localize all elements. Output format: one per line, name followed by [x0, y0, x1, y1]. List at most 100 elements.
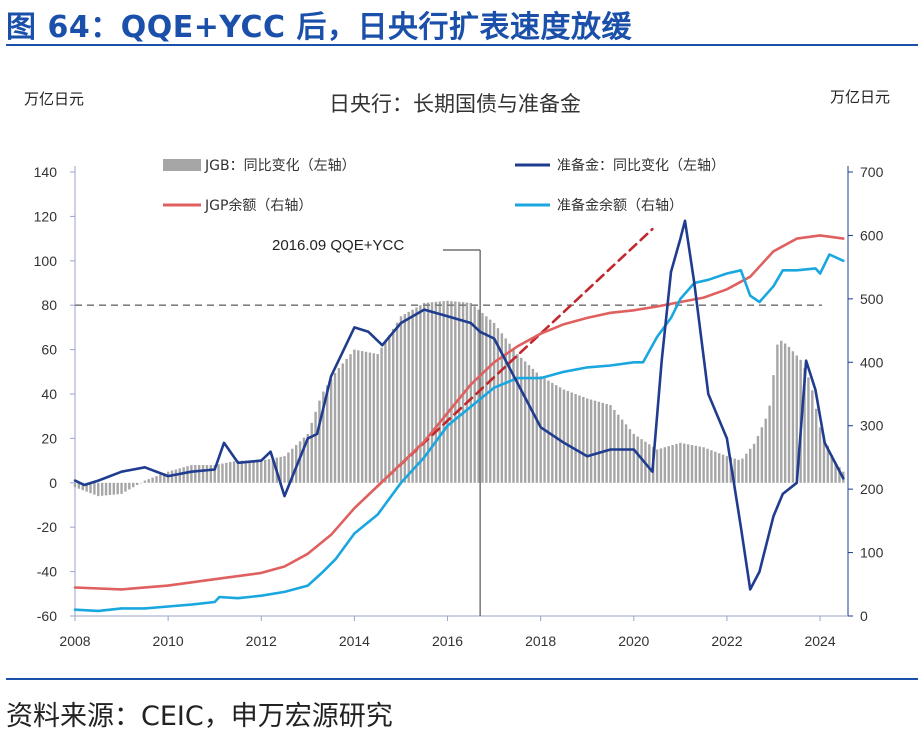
jgb-bar [496, 328, 500, 483]
jgb-bar [690, 445, 694, 483]
jgb-bar [477, 309, 480, 483]
x-tick-label: 2010 [153, 633, 184, 649]
jgb-bar [407, 311, 410, 483]
chart: 日央行：长期国债与准备金 万亿日元 万亿日元 -60 -40 -20 0 20 40 60 8… [24, 88, 890, 649]
jgb-bar [504, 338, 507, 483]
jgb-bar [457, 301, 461, 483]
jgb-bar [675, 443, 678, 483]
jgb-bar [186, 466, 189, 483]
jgb-bar [345, 358, 348, 483]
jgb-bar [364, 351, 368, 483]
jgb-bar [194, 465, 197, 483]
jgb-bar [624, 424, 628, 483]
jgb-bar [814, 408, 818, 483]
chart-title: 日央行：长期国债与准备金 [329, 92, 581, 116]
jgb-bar [116, 482, 119, 495]
jgb-bar [489, 319, 492, 483]
jgb-bar [694, 445, 698, 483]
jgb-bar [333, 373, 337, 483]
jgb-bar [132, 482, 135, 488]
left-tick-label: 0 [49, 475, 57, 491]
right-tick-label: 100 [860, 545, 884, 561]
event-annotation: 2016.09 QQE+YCC [272, 237, 404, 254]
jgb-bar [655, 449, 659, 483]
jgb-bar [430, 302, 434, 483]
jgb-bar [306, 433, 310, 483]
jgb-bar [473, 306, 476, 483]
jgb-bar [178, 468, 181, 483]
jgb-bar [791, 351, 795, 483]
x-tick-label: 2012 [246, 633, 277, 649]
jgb-bar [663, 447, 667, 483]
jgb-bar [554, 385, 558, 483]
jgb-bar [795, 355, 798, 483]
jgb-bar [329, 379, 333, 483]
jgb-bar [803, 368, 806, 483]
right-tick-label: 400 [860, 354, 884, 370]
jgb-bar [772, 375, 775, 483]
jgb-bar [830, 455, 833, 483]
jgb-bar [423, 302, 426, 483]
jgb-bar [613, 409, 616, 483]
jgb-bar [403, 314, 407, 483]
jgb-bar [236, 460, 240, 483]
jgb-bar [605, 403, 608, 483]
right-tick-label: 500 [860, 291, 884, 307]
jgb-bar [508, 343, 511, 483]
jgb-bar [190, 465, 193, 483]
jgp-balance-line [73, 234, 845, 591]
jgb-bar [310, 422, 313, 483]
jgb-bar [741, 458, 744, 483]
right-tick-label: 300 [860, 418, 884, 434]
jgb-bar [442, 301, 445, 483]
jgb-bar [807, 377, 810, 483]
jgb-bar [725, 456, 729, 483]
jgb-bar [593, 400, 597, 483]
jgb-bar [783, 343, 787, 483]
x-tick-label: 2014 [339, 633, 370, 649]
jgb-bar [112, 482, 116, 495]
jgb-bar [279, 456, 282, 483]
jgb-bar [155, 476, 158, 483]
jgb-bar [818, 427, 822, 483]
jgb-bar [683, 443, 686, 483]
jgb-bar [197, 465, 201, 483]
right-tick-label: 200 [860, 481, 884, 497]
jgb-bar [128, 482, 131, 490]
jgb-bar [721, 454, 725, 483]
jgb-bar [209, 465, 213, 483]
jgb-bar [659, 448, 663, 483]
jgb-bar [232, 461, 236, 483]
jgb-bar [834, 462, 837, 483]
jgb-bar [764, 418, 767, 483]
left-tick-label: 100 [34, 253, 58, 269]
jgb-bar [240, 460, 244, 483]
right-tick-label: 600 [860, 227, 884, 243]
jgb-bar [120, 482, 123, 494]
jgb-bar [252, 460, 255, 483]
jgb-bar [349, 354, 352, 483]
jgb-bar [260, 460, 263, 483]
jgb-bar [151, 477, 154, 483]
jgb-bar [93, 482, 96, 495]
jgb-bar [686, 444, 690, 483]
jgb-bar [135, 482, 139, 486]
jgb-bar [450, 301, 453, 483]
jgb-bar [702, 447, 705, 483]
legend-label-reserve-balance: 准备金余额（右轴） [557, 197, 683, 214]
jgb-bar [438, 301, 441, 483]
reserve-balance-line [73, 253, 845, 613]
jgb-bar [302, 437, 306, 483]
jgb-bar [411, 309, 414, 483]
jgb-bar [360, 351, 364, 483]
left-tick-label: 60 [41, 342, 57, 358]
x-tick-label: 2020 [618, 633, 649, 649]
jgb-bar [698, 446, 701, 483]
jgb-bar [244, 460, 247, 483]
jgb-bar [706, 448, 709, 483]
jgb-bar [326, 385, 329, 483]
jgb-bar [632, 433, 635, 483]
reserve-yoy-line [73, 219, 845, 591]
left-tick-label: -40 [37, 564, 57, 580]
jgb-bar [318, 400, 321, 483]
